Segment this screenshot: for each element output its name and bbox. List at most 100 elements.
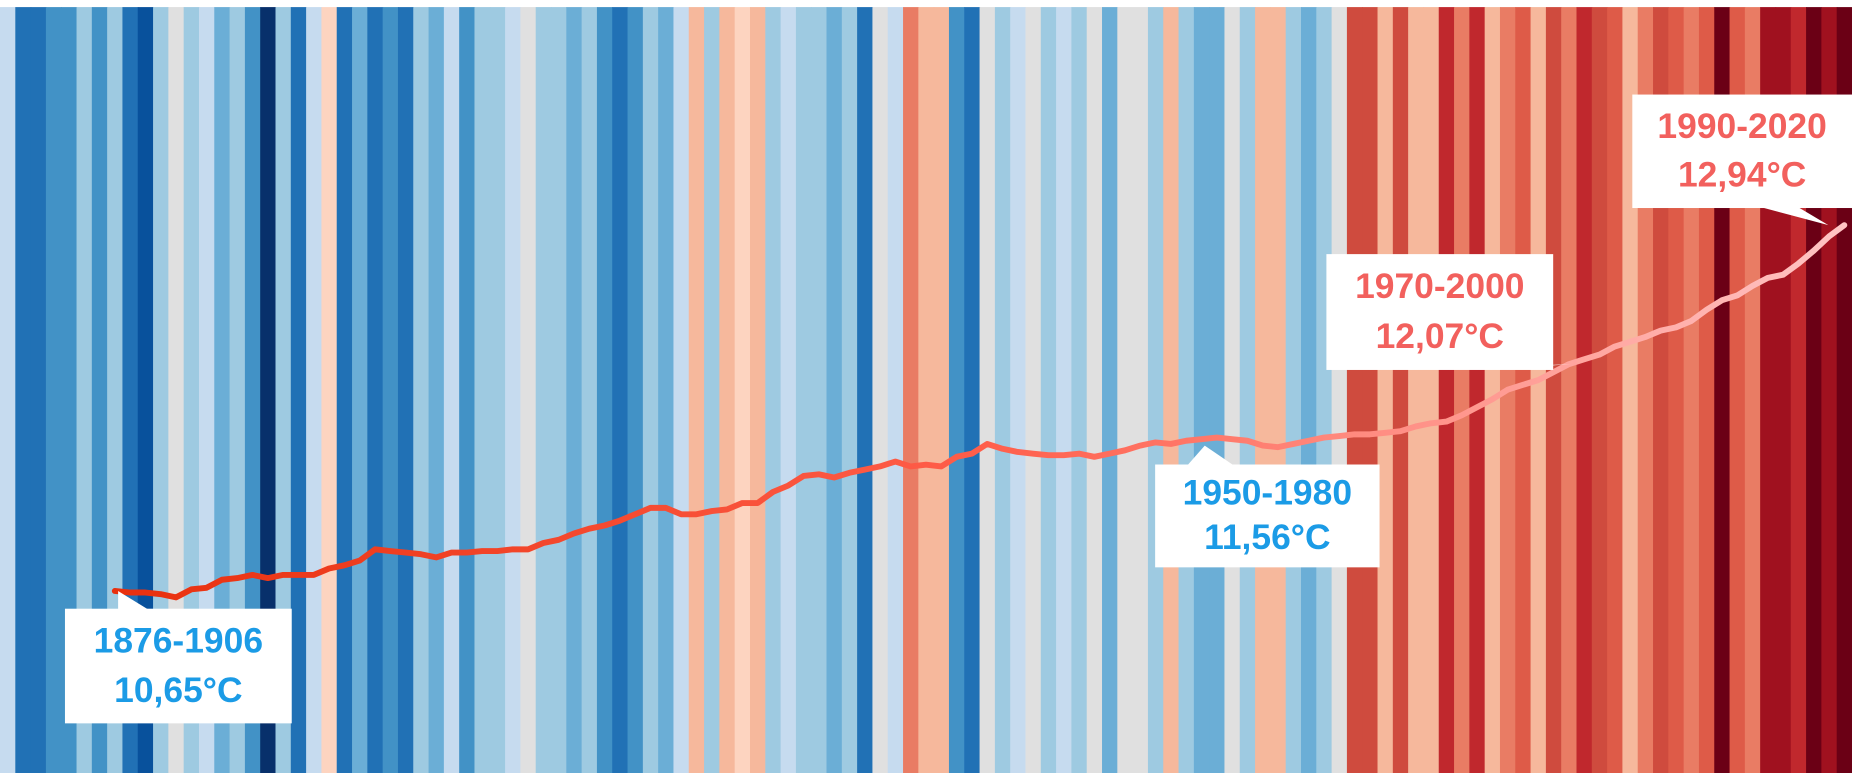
stripe	[30, 7, 47, 773]
running-mean-line	[111, 222, 1848, 601]
stripe	[948, 7, 965, 773]
stripe	[1178, 7, 1195, 773]
annotation-value: 12,94°C	[1678, 155, 1806, 195]
stripe	[290, 7, 307, 773]
stripe	[1025, 7, 1042, 773]
stripe	[658, 7, 675, 773]
stripe	[459, 7, 476, 773]
stripe	[1270, 7, 1287, 773]
stripe	[887, 7, 904, 773]
stripe	[1102, 7, 1119, 773]
stripe	[704, 7, 721, 773]
stripe	[489, 7, 506, 773]
stripe	[1086, 7, 1103, 773]
stripe	[642, 7, 659, 773]
stripe	[581, 7, 598, 773]
stripe	[1454, 7, 1471, 773]
annotation-label: 1950-1980	[1183, 473, 1352, 513]
stripe	[428, 7, 445, 773]
annotation-box	[64, 608, 292, 724]
stripe	[964, 7, 981, 773]
stripe	[1285, 7, 1302, 773]
stripe	[1040, 7, 1057, 773]
stripe	[1561, 7, 1578, 773]
stripe	[306, 7, 323, 773]
stripe	[474, 7, 491, 773]
stripe	[979, 7, 996, 773]
stripe	[612, 7, 629, 773]
stripe	[1300, 7, 1318, 773]
stripe	[780, 7, 797, 773]
stripe	[857, 7, 874, 773]
stripe	[1591, 7, 1608, 773]
stripe	[367, 7, 384, 773]
annotation-value: 10,65°C	[114, 670, 242, 710]
stripe	[122, 7, 139, 773]
stripe	[397, 7, 414, 773]
stripe	[352, 7, 369, 773]
stripe	[107, 7, 124, 773]
annotation-pointer	[1187, 445, 1235, 466]
stripe	[61, 7, 78, 773]
stripe	[933, 7, 950, 773]
stripe	[153, 7, 170, 773]
stripe	[1010, 7, 1027, 773]
stripe	[566, 7, 583, 773]
stripe	[91, 7, 108, 773]
stripe	[443, 7, 460, 773]
stripe	[1224, 7, 1241, 773]
stripe	[765, 7, 782, 773]
stripe	[627, 7, 644, 773]
stripe	[1056, 7, 1073, 773]
annotation-box	[1326, 254, 1554, 370]
stripe	[1331, 7, 1348, 773]
stripe	[872, 7, 889, 773]
stripe	[0, 7, 17, 773]
stripe	[1423, 7, 1440, 773]
stripe	[994, 7, 1011, 773]
stripe	[795, 7, 812, 773]
annotation-value: 12,07°C	[1376, 316, 1504, 356]
stripe	[551, 7, 568, 773]
stripe	[1607, 7, 1624, 773]
stripe	[1163, 7, 1180, 773]
annotation-box	[1632, 94, 1852, 209]
stripe	[841, 7, 858, 773]
stripe	[76, 7, 93, 773]
stripe	[918, 7, 935, 773]
stripe	[1209, 7, 1226, 773]
stripe	[719, 7, 736, 773]
stripe	[1438, 7, 1455, 773]
stripe	[535, 7, 552, 773]
stripe	[1255, 7, 1272, 773]
annotation-box	[1155, 464, 1380, 568]
annotation-label: 1970-2000	[1355, 266, 1524, 306]
stripe	[1377, 7, 1394, 773]
stripe	[137, 7, 154, 773]
stripe	[336, 7, 353, 773]
stripe	[734, 7, 751, 773]
stripe	[903, 7, 920, 773]
stripe	[749, 7, 766, 773]
stripe	[1117, 7, 1134, 773]
stripe	[198, 7, 215, 773]
stripe	[244, 7, 261, 773]
stripe	[382, 7, 399, 773]
stripe	[1484, 7, 1501, 773]
stripe	[1316, 7, 1333, 773]
stripe	[688, 7, 705, 773]
stripe	[321, 7, 338, 773]
stripe	[1408, 7, 1425, 773]
stripe	[596, 7, 613, 773]
stripe	[1346, 7, 1363, 773]
stripe	[45, 7, 62, 773]
stripe	[826, 7, 843, 773]
stripe	[1147, 7, 1164, 773]
stripe	[811, 7, 828, 773]
stripe	[1530, 7, 1547, 773]
stripe	[1515, 7, 1532, 773]
stripe	[260, 7, 277, 773]
stripe	[275, 7, 292, 773]
